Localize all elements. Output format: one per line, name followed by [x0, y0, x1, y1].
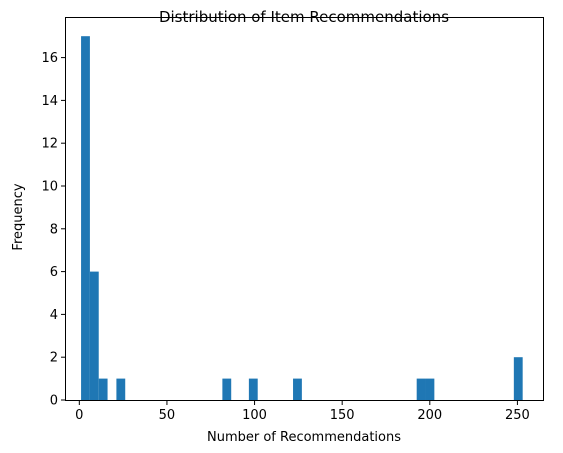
histogram-bar — [425, 378, 435, 400]
histogram-bar — [416, 378, 426, 400]
x-tick-label: 100 — [242, 408, 267, 423]
histogram-bar — [116, 378, 126, 400]
histogram-bar — [293, 378, 302, 400]
y-tick-label: 10 — [41, 179, 58, 194]
x-axis-label: Number of Recommendations — [207, 430, 401, 445]
y-tick-label: 6 — [50, 265, 58, 280]
y-axis-label: Frequency — [11, 183, 26, 250]
y-tick-label: 8 — [50, 222, 58, 237]
y-tick-label: 16 — [41, 51, 58, 66]
y-tick-label: 0 — [50, 394, 58, 409]
x-axis-ticks: 0 50 100 150 200 250 — [75, 400, 530, 423]
x-tick-label: 0 — [75, 408, 83, 423]
histogram-bar — [248, 378, 258, 400]
histogram-bar — [98, 378, 108, 400]
x-tick-label: 150 — [330, 408, 355, 423]
histogram-bar — [81, 36, 90, 400]
x-tick-label: 200 — [417, 408, 442, 423]
histogram-bar — [513, 357, 523, 400]
y-tick-label: 2 — [50, 351, 58, 366]
y-tick-label: 14 — [41, 94, 58, 109]
y-axis-ticks: 0 2 4 6 8 10 12 14 16 — [41, 51, 66, 409]
y-tick-label: 12 — [41, 137, 58, 152]
x-tick-label: 250 — [505, 408, 530, 423]
histogram-bar — [89, 271, 99, 400]
x-tick-label: 50 — [159, 408, 176, 423]
bars-group — [81, 36, 523, 400]
plot-frame — [65, 17, 544, 401]
y-tick-label: 4 — [50, 308, 58, 323]
histogram-bar — [222, 378, 232, 400]
